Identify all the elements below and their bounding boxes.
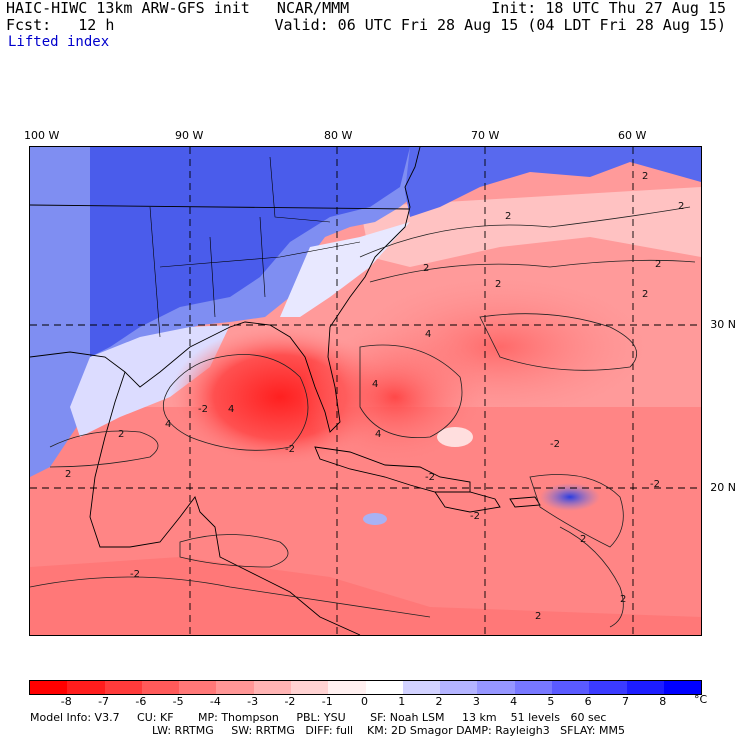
- contour-label: -2: [285, 444, 295, 455]
- contour-label: 4: [375, 429, 381, 440]
- atlantic-warm-core: [350, 277, 650, 417]
- contour-label: -2: [550, 439, 560, 450]
- central-america-band: [30, 557, 701, 635]
- graticule: [30, 147, 701, 635]
- ne-blue: [405, 147, 701, 217]
- colorbar-swatch: [626, 681, 664, 694]
- colorbar-swatch: [67, 681, 105, 694]
- colorbar-swatch: [179, 681, 217, 694]
- contour-label: 2: [642, 171, 648, 182]
- contour-label: -2: [425, 472, 435, 483]
- lon-label-60w: 60 W: [618, 129, 647, 142]
- stable-patch: [437, 427, 473, 447]
- lat-label-30n: 30 N: [710, 318, 736, 331]
- forecast-hour: Fcst: 12 h: [6, 16, 115, 34]
- contour-label: 2: [423, 263, 429, 274]
- lon-label-90w: 90 W: [175, 129, 204, 142]
- colorbar-swatch: [514, 681, 552, 694]
- colorbar-swatch: [440, 681, 478, 694]
- coastal-transition: [280, 222, 410, 317]
- colorbar-swatch: [141, 681, 180, 694]
- colorbar-tick-label: -3: [247, 695, 259, 708]
- nw-atlantic-pink: [360, 187, 701, 267]
- tropical-storm-stable: [540, 483, 600, 511]
- lat-label-20n: 20 N: [710, 481, 736, 494]
- colorbar-tick-label: 8: [659, 695, 667, 708]
- colorbar-tick-label: -2: [284, 695, 296, 708]
- caribbean-stable-patch: [363, 513, 387, 525]
- contour-label: 2: [65, 469, 71, 480]
- colorbar-swatch: [365, 681, 403, 694]
- colorbar-unit: °C: [694, 693, 708, 706]
- colorbar: [29, 680, 702, 695]
- contour-label: 2: [495, 279, 501, 290]
- contour-label: 4: [165, 419, 171, 430]
- colorbar-swatch: [477, 681, 515, 694]
- lon-label-100w: 100 W: [24, 129, 60, 142]
- colorbar-swatch: [290, 681, 329, 694]
- colorbar-tick-label: -6: [135, 695, 147, 708]
- contour-label: 2: [505, 211, 511, 222]
- contour-label: 2: [580, 534, 586, 545]
- contour-label: 2: [678, 201, 684, 212]
- lon-label-70w: 70 W: [471, 129, 500, 142]
- colorbar-tick-label: -4: [209, 695, 221, 708]
- colorbar-tick-label: 2: [435, 695, 443, 708]
- contour-label: -2: [130, 569, 140, 580]
- colorbar-tick-label: 5: [547, 695, 555, 708]
- colorbar-tick-label: 3: [472, 695, 480, 708]
- colorbar-tick-label: 6: [584, 695, 592, 708]
- contour-label: 2: [642, 289, 648, 300]
- contour-label: -2: [198, 404, 208, 415]
- contour-label: 2: [655, 259, 661, 270]
- us-cold-core: [90, 147, 410, 357]
- colorbar-swatch: [216, 681, 254, 694]
- colorbar-swatch: [30, 681, 68, 694]
- colorbar-tick-label: -7: [98, 695, 110, 708]
- init-time: Init: 18 UTC Thu 27 Aug 15: [491, 0, 726, 17]
- colorbar-swatch: [589, 681, 627, 694]
- map-canvas: 2 2 2 2 2 2 2 4 4 4 4 4 2 2 2 2 2 -2 -2 …: [30, 147, 701, 635]
- lon-label-80w: 80 W: [324, 129, 353, 142]
- colorbar-tick-label: -8: [60, 695, 72, 708]
- contour-label: 2: [118, 429, 124, 440]
- contour-label: 4: [372, 379, 378, 390]
- contour-label: -2: [470, 511, 480, 522]
- colorbar-tick-label: 7: [621, 695, 629, 708]
- colorbar-tick-label: -5: [172, 695, 184, 708]
- field-name: Lifted index: [8, 34, 110, 50]
- contour-label-group: 2 2 2 2 2 2 2 4 4 4 4 4 2 2 2 2 2 -2 -2 …: [65, 171, 684, 622]
- colorbar-swatch: [551, 681, 590, 694]
- colorbar-tick-label: 4: [510, 695, 518, 708]
- colorbar-swatch: [402, 681, 441, 694]
- contour-label: 2: [620, 594, 626, 605]
- colorbar-swatch: [104, 681, 142, 694]
- colorbar-tick-label: 1: [398, 695, 406, 708]
- model-info-line1: Model Info: V3.7 CU: KF MP: Thompson PBL…: [30, 711, 607, 724]
- contour-label: 4: [228, 404, 234, 415]
- colorbar-swatch: [328, 681, 366, 694]
- coastlines: [30, 147, 541, 635]
- colorbar-swatch: [253, 681, 291, 694]
- contour-label: 4: [425, 329, 431, 340]
- colorbar-tick-label: 0: [361, 695, 368, 708]
- colorbar-swatch: [663, 681, 702, 694]
- valid-time: Valid: 06 UTC Fri 28 Aug 15 (04 LDT Fri …: [274, 16, 726, 34]
- contour-label: 2: [535, 611, 541, 622]
- model-info-line2: LW: RRTMG SW: RRTMG DIFF: full KM: 2D Sm…: [152, 724, 625, 737]
- contours: [30, 206, 696, 628]
- contour-label: -2: [650, 479, 660, 490]
- lifted-index-map[interactable]: 2 2 2 2 2 2 2 4 4 4 4 4 2 2 2 2 2 -2 -2 …: [29, 146, 702, 636]
- colorbar-tick-label: -1: [321, 695, 333, 708]
- map-title: HAIC-HIWC 13km ARW-GFS init NCAR/MMM: [6, 0, 350, 17]
